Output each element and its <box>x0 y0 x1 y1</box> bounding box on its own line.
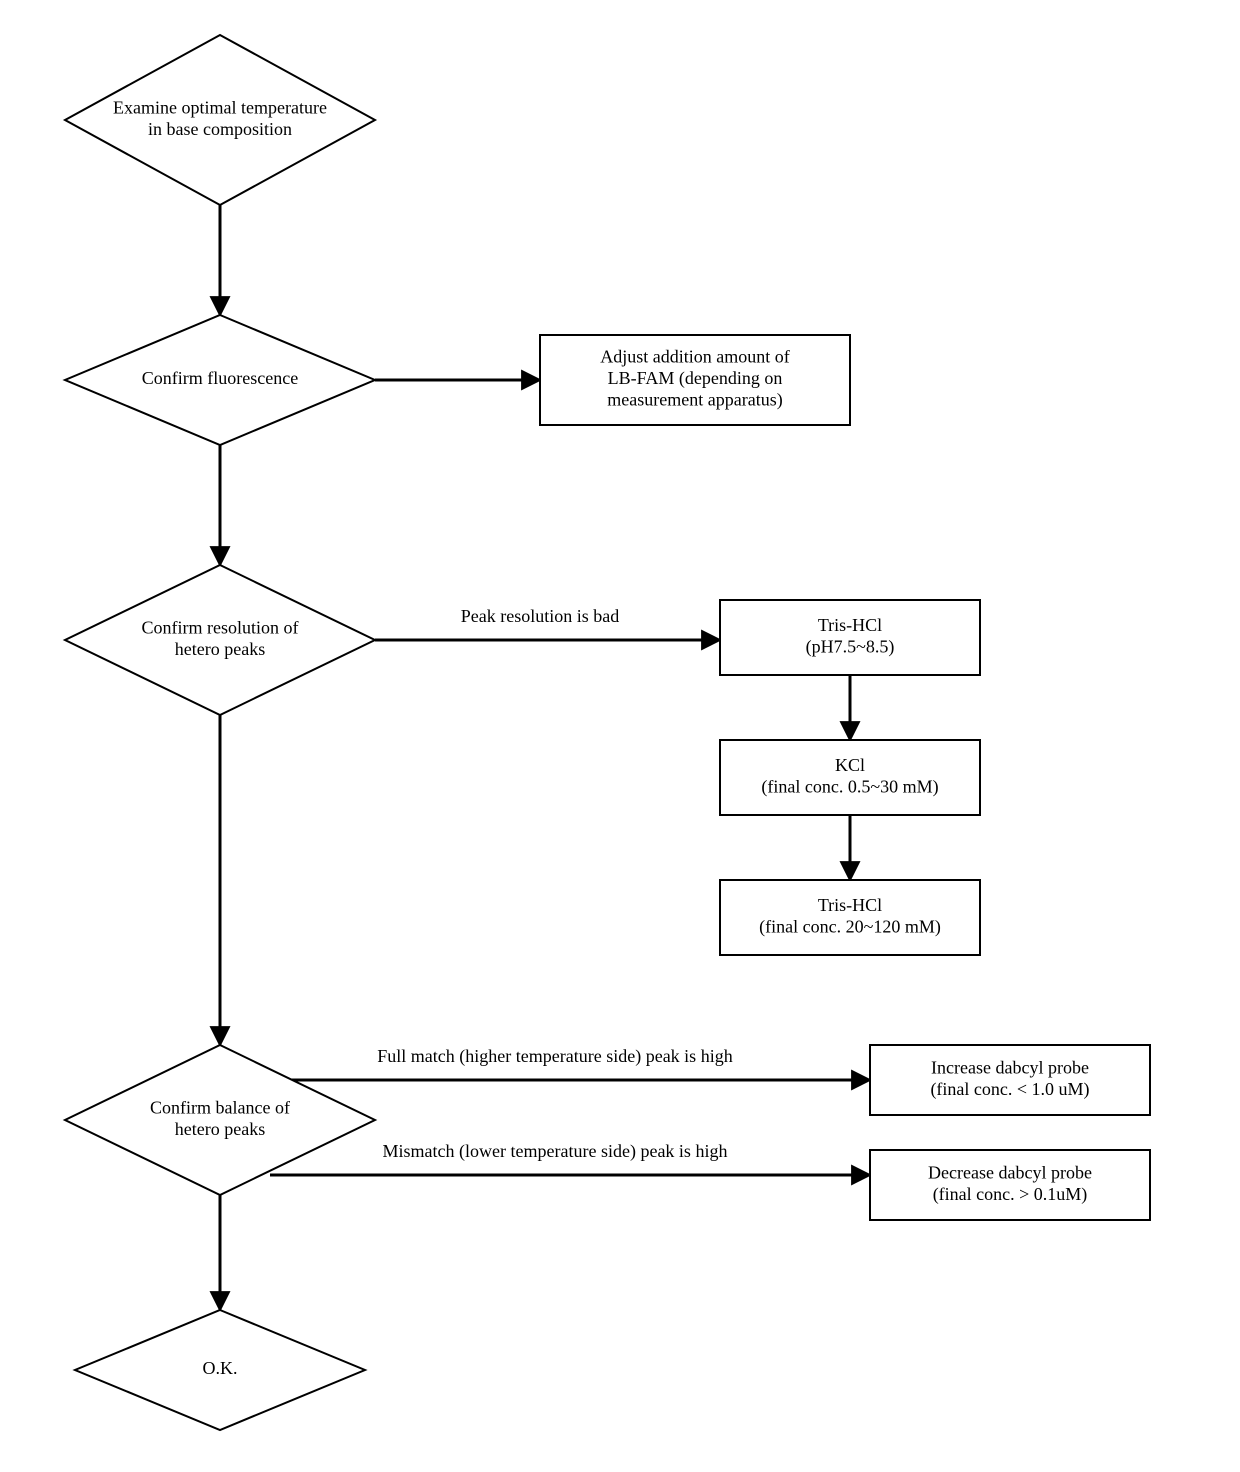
node-text: measurement apparatus) <box>607 390 782 411</box>
edge-label: Peak resolution is bad <box>461 606 619 626</box>
process-node: Increase dabcyl probe(final conc. < 1.0 … <box>870 1045 1150 1115</box>
flow-edge: Peak resolution is bad <box>375 606 720 640</box>
flow-edge: Mismatch (lower temperature side) peak i… <box>270 1141 870 1175</box>
decision-node: Examine optimal temperaturein base compo… <box>65 35 375 205</box>
process-node: Adjust addition amount ofLB-FAM (dependi… <box>540 335 850 425</box>
node-text: (final conc. < 1.0 uM) <box>930 1079 1089 1100</box>
decision-node: Confirm resolution ofhetero peaks <box>65 565 375 715</box>
node-text: O.K. <box>203 1358 238 1378</box>
process-node: Tris-HCl(final conc. 20~120 mM) <box>720 880 980 955</box>
process-node: KCl(final conc. 0.5~30 mM) <box>720 740 980 815</box>
node-text: hetero peaks <box>175 639 265 659</box>
node-text: Tris-HCl <box>818 895 882 915</box>
flowchart-canvas: Peak resolution is bad Full match (higher… <box>0 0 1240 1472</box>
node-text: (final conc. 0.5~30 mM) <box>761 776 938 797</box>
node-text: Decrease dabcyl probe <box>928 1162 1092 1182</box>
decision-node: Confirm balance ofhetero peaks <box>65 1045 375 1195</box>
node-text: in base composition <box>148 119 292 139</box>
node-text: Increase dabcyl probe <box>931 1057 1089 1077</box>
node-text: Adjust addition amount of <box>600 347 789 367</box>
process-node: Decrease dabcyl probe(final conc. > 0.1u… <box>870 1150 1150 1220</box>
edge-label: Mismatch (lower temperature side) peak i… <box>383 1141 728 1162</box>
node-text: (final conc. > 0.1uM) <box>933 1184 1088 1205</box>
node-text: Confirm balance of <box>150 1097 290 1117</box>
node-text: KCl <box>835 755 865 775</box>
node-text: hetero peaks <box>175 1119 265 1139</box>
node-text: (pH7.5~8.5) <box>806 636 895 657</box>
node-text: Confirm fluorescence <box>142 368 298 388</box>
edge-label: Full match (higher temperature side) pea… <box>377 1046 732 1067</box>
node-text: (final conc. 20~120 mM) <box>759 916 941 937</box>
decision-node: Confirm fluorescence <box>65 315 375 445</box>
node-text: Examine optimal temperature <box>113 97 327 117</box>
node-text: Confirm resolution of <box>142 617 299 637</box>
process-node: Tris-HCl(pH7.5~8.5) <box>720 600 980 675</box>
flow-edge: Full match (higher temperature side) pea… <box>270 1046 870 1080</box>
node-text: Tris-HCl <box>818 615 882 635</box>
decision-node: O.K. <box>75 1310 365 1430</box>
node-text: LB-FAM (depending on <box>608 368 783 389</box>
